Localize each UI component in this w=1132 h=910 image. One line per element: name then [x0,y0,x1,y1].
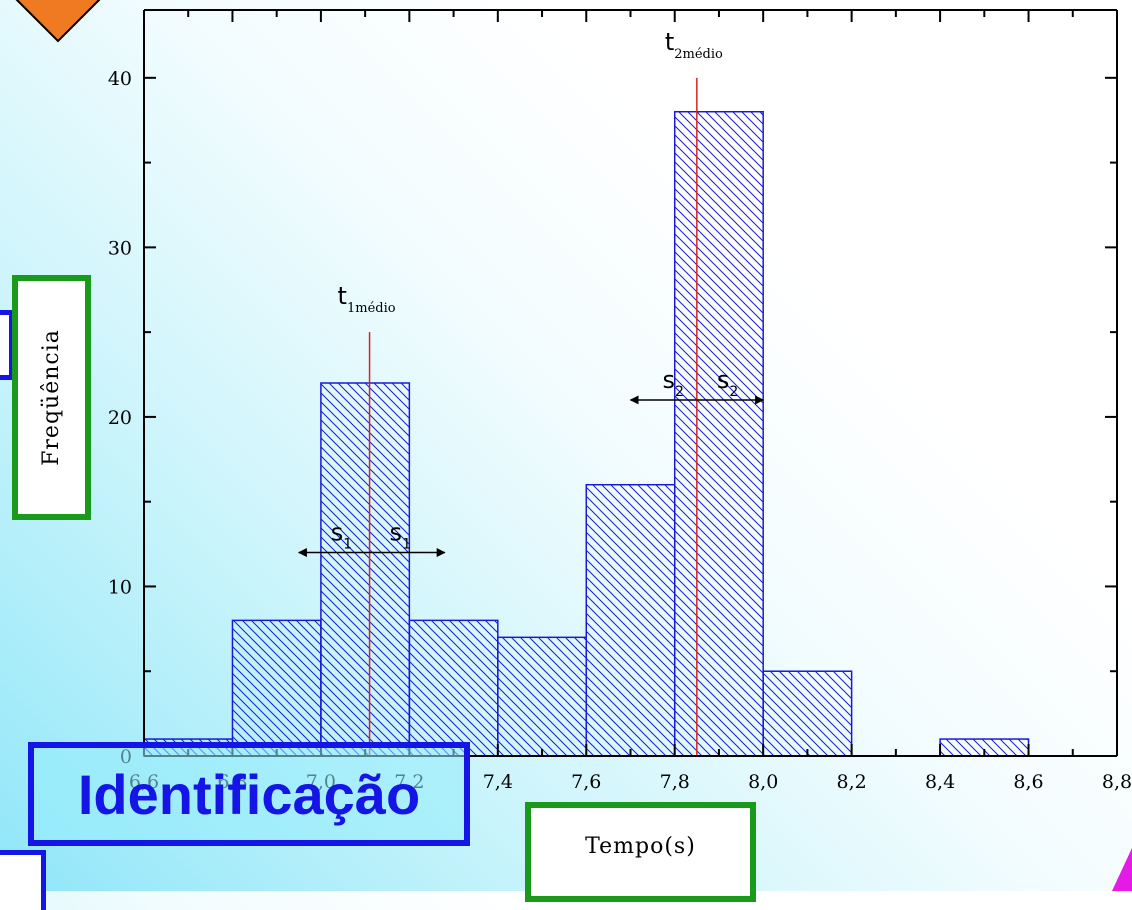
x-tick-label: 8,4 [925,771,955,793]
identification-label: Identificação [77,762,421,826]
y-tick-label: 20 [108,407,132,429]
x-tick-label: 7,6 [571,771,601,793]
x-tick-label: 7,8 [660,771,690,793]
histogram-bar [408,619,499,757]
y-axis-label-box: Freqüência [12,275,91,520]
y-tick-label: 10 [108,576,132,598]
x-tick-label: 8,6 [1013,771,1043,793]
partial-blue-box-left [0,310,14,380]
spread-label-left: s1 [331,519,352,553]
y-axis-label: Freqüência [39,329,64,466]
x-axis-label: Tempo(s) [585,834,696,859]
histogram-bar [320,382,411,757]
spread-label-right: s2 [717,366,738,400]
x-tick-label: 8,2 [837,771,867,793]
spread-label-right: s1 [390,519,411,553]
partial-blue-box-bottom [0,850,46,910]
histogram-bar [585,483,676,757]
x-tick-label: 8,0 [748,771,778,793]
mean-label: t1médio [338,282,396,316]
histogram-bar [497,636,588,757]
y-tick-label: 40 [108,68,132,90]
mean-label: t2médio [665,28,723,62]
x-tick-label: 7,4 [483,771,513,793]
identification-box: Identificação [28,742,470,846]
pink-arrow-shape [1112,848,1132,891]
histogram-bar [762,670,853,757]
x-tick-label: 8,8 [1102,771,1132,793]
spread-label-left: s2 [663,366,684,400]
x-axis-label-box: Tempo(s) [525,802,756,902]
histogram-bar [673,110,764,757]
histogram-bar [231,619,322,757]
y-tick-label: 30 [108,237,132,259]
